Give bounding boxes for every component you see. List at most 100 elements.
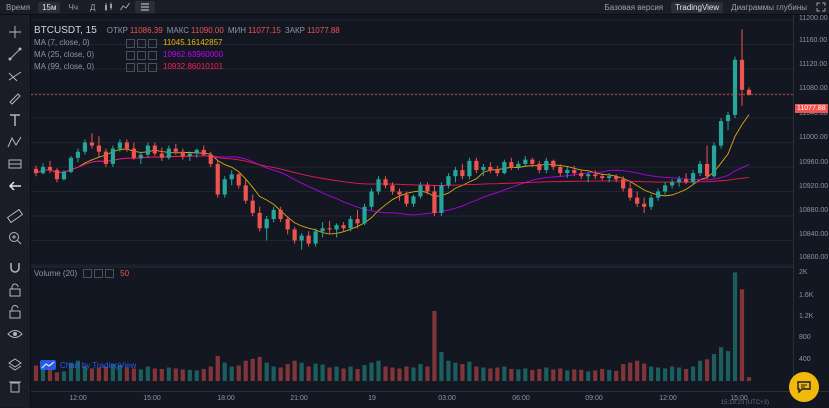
zoom-in-icon[interactable]: [7, 231, 23, 245]
low-value: 11077.15: [248, 26, 281, 35]
interval-selector[interactable]: 15м: [38, 1, 61, 13]
expand-icon[interactable]: [815, 2, 827, 12]
price-tick: 11080.00: [799, 85, 828, 92]
volume-bar: [649, 366, 654, 381]
settings-icon[interactable]: [137, 38, 146, 48]
candle-body: [89, 142, 95, 146]
candle-body: [124, 142, 129, 149]
prediction-icon[interactable]: [7, 157, 23, 171]
candle-body: [572, 170, 577, 174]
time-tick: 03:00: [438, 395, 456, 402]
ma99-row[interactable]: MA (99, close, 0) 10932.86010101: [34, 61, 340, 73]
volume-bar: [460, 364, 465, 381]
volume-bar: [215, 355, 220, 381]
eye-toggle-icon[interactable]: [126, 62, 135, 72]
interval-hours[interactable]: Чч: [68, 2, 78, 12]
candle-body: [229, 174, 234, 180]
indicators-icon[interactable]: [119, 2, 131, 12]
text-icon[interactable]: [7, 113, 23, 127]
volume-tick: 2K: [799, 269, 808, 276]
volume-bar: [656, 367, 661, 381]
candle-body: [460, 170, 465, 177]
candle-body: [614, 176, 619, 180]
volume-bar: [628, 362, 633, 381]
volume-bar: [411, 367, 416, 381]
price-scale[interactable]: 11200.00 11160.00 11120.00 11080.00 1104…: [793, 15, 829, 391]
ma7-value: 11045.16142857: [163, 38, 223, 47]
trend-line-icon[interactable]: [7, 47, 23, 61]
candle-body: [292, 229, 297, 241]
trash-icon[interactable]: [7, 379, 23, 393]
candle-body: [47, 167, 53, 171]
volume-bar: [397, 368, 402, 381]
candle-body: [355, 219, 360, 224]
ruler-icon[interactable]: [7, 209, 23, 223]
interval-day[interactable]: Д: [89, 2, 96, 12]
volume-bar: [495, 367, 500, 381]
settings-icon[interactable]: [137, 50, 146, 60]
candle-body: [145, 145, 150, 155]
volume-bar: [446, 360, 451, 381]
candle-body: [152, 145, 157, 154]
chart-legend: BTCUSDT, 15 ОТКР 11086.39 МАКС 11090.00 …: [34, 25, 340, 73]
fib-icon[interactable]: [7, 69, 23, 83]
settings-icon[interactable]: [137, 62, 146, 72]
close-icon[interactable]: [148, 50, 157, 60]
ma7-row[interactable]: MA (7, close, 0) 11045.16142857: [34, 37, 340, 49]
close-label: ЗАКР: [284, 26, 305, 35]
volume-bar: [131, 368, 136, 381]
depth-chart-tab[interactable]: Диаграммы глубины: [731, 2, 807, 12]
time-tick: 06:00: [512, 395, 530, 402]
close-icon[interactable]: [148, 62, 157, 72]
candle-body: [180, 151, 185, 156]
ma25-row[interactable]: MA (25, close, 0) 10962.63960000: [34, 49, 340, 61]
tradingview-tab[interactable]: TradingView: [671, 1, 724, 13]
candle-body: [586, 174, 591, 177]
volume-label: Volume (20): [34, 269, 78, 278]
volume-bar: [194, 370, 199, 381]
eye-toggle-icon[interactable]: [126, 38, 135, 48]
tradingview-brand[interactable]: Chart by TradingView: [40, 360, 136, 370]
layers-icon[interactable]: [7, 357, 23, 371]
close-icon[interactable]: [105, 269, 115, 278]
time-tick: 12:00: [659, 395, 677, 402]
support-chat-button[interactable]: [789, 372, 819, 402]
candle-body: [607, 176, 612, 179]
price-tick: 10840.00: [799, 231, 829, 238]
price-chart[interactable]: [31, 15, 793, 391]
magnet-icon[interactable]: [7, 261, 23, 275]
price-tick: 11160.00: [799, 37, 828, 44]
volume-bar: [635, 360, 640, 381]
eye-toggle-icon[interactable]: [126, 50, 135, 60]
candle-body: [495, 170, 500, 174]
eye-icon[interactable]: [7, 327, 23, 341]
arrow-left-icon[interactable]: [7, 179, 23, 193]
candle-body: [683, 179, 689, 183]
volume-bar: [593, 370, 598, 381]
high-label: МАКС: [166, 26, 190, 35]
pattern-icon[interactable]: [7, 135, 23, 149]
volume-legend[interactable]: Volume (20) 50: [34, 269, 129, 278]
candle-body: [75, 151, 81, 158]
crosshair-icon[interactable]: [7, 25, 23, 39]
volume-bar: [47, 368, 53, 381]
volume-bar: [208, 366, 213, 381]
base-version-tab[interactable]: Базовая версия: [604, 2, 664, 12]
time-scale[interactable]: 12:00 15:00 18:00 21:00 19 03:00 06:00 0…: [31, 391, 829, 408]
eye-toggle-icon[interactable]: [83, 269, 93, 278]
volume-bar: [551, 369, 556, 381]
unlock-icon[interactable]: [7, 305, 23, 319]
volume-value: 50: [120, 269, 130, 278]
volume-bar: [537, 368, 542, 381]
candles-icon[interactable]: [103, 2, 115, 12]
volume-bar: [285, 364, 290, 381]
lock-drawing-icon[interactable]: [7, 283, 23, 297]
volume-bar: [704, 359, 710, 381]
volume-bar: [739, 289, 745, 381]
volume-bar: [683, 368, 689, 381]
settings-icon[interactable]: [94, 269, 104, 278]
volume-bar: [229, 366, 234, 381]
settings-list-icon[interactable]: [135, 1, 156, 13]
brush-icon[interactable]: [7, 91, 23, 105]
close-icon[interactable]: [148, 38, 157, 48]
